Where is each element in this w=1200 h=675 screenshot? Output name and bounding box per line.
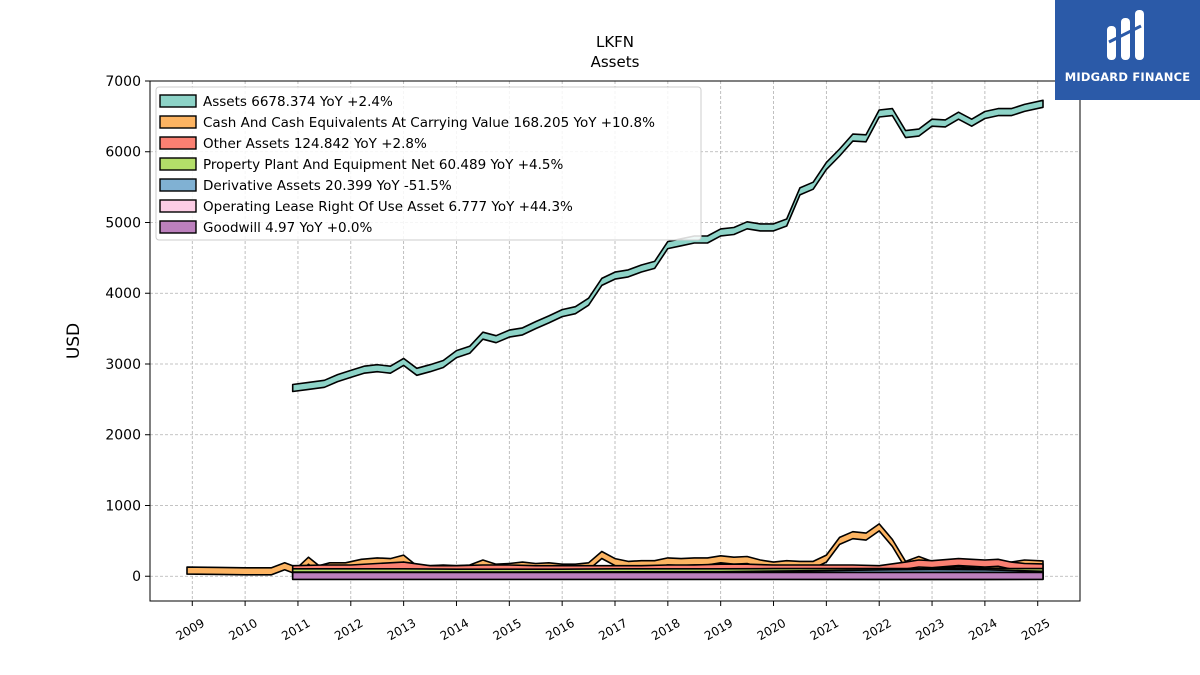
y-tick-label: 6000 <box>105 145 141 161</box>
legend-swatch <box>159 220 197 234</box>
x-tick-label: 2013 <box>385 616 418 643</box>
x-tick-label: 2023 <box>913 616 946 643</box>
legend-box <box>155 86 702 241</box>
x-tick-label: 2010 <box>226 616 259 643</box>
y-tick-label: 5000 <box>105 215 141 231</box>
legend-swatch <box>159 115 197 129</box>
y-tick-label: 7000 <box>105 74 141 90</box>
chart-title: LKFN <box>596 33 634 51</box>
brand-name: MIDGARD FINANCE <box>1064 70 1191 84</box>
x-tick-label: 2017 <box>596 616 629 643</box>
x-tick-label: 2014 <box>438 616 471 643</box>
legend-entry: Other Assets 124.842 YoY +2.8% <box>203 136 427 152</box>
x-tick-label: 2019 <box>702 616 735 643</box>
series-assets <box>291 99 1044 393</box>
chart-subtitle: Assets <box>591 53 640 71</box>
y-axis: 0 1000 2000 3000 4000 5000 6000 7000 <box>105 74 150 585</box>
legend-entry: Operating Lease Right Of Use Asset 6.777… <box>203 199 573 215</box>
legend: Assets 6678.374 YoY +2.4% Cash And Cash E… <box>155 86 702 241</box>
y-tick-label: 3000 <box>105 357 141 373</box>
x-tick-label: 2016 <box>543 616 576 643</box>
x-tick-label: 2012 <box>332 616 365 643</box>
brand-logo: MIDGARD FINANCE <box>1055 0 1200 100</box>
y-axis-label: USD <box>64 323 84 359</box>
legend-entry: Derivative Assets 20.399 YoY -51.5% <box>203 178 452 194</box>
brand-mark-icon <box>1107 10 1144 60</box>
x-tick-label: 2021 <box>808 616 841 643</box>
legend-entry: Property Plant And Equipment Net 60.489 … <box>203 157 563 173</box>
x-tick-label: 2018 <box>649 616 682 643</box>
x-tick-label: 2022 <box>860 616 893 643</box>
y-tick-label: 4000 <box>105 286 141 302</box>
legend-swatch <box>159 157 197 171</box>
series-areas <box>186 99 1044 581</box>
x-tick-label: 2015 <box>491 616 524 643</box>
legend-entry: Cash And Cash Equivalents At Carrying Va… <box>203 115 655 131</box>
x-tick-label: 2024 <box>966 616 999 643</box>
y-tick-label: 0 <box>132 569 141 585</box>
x-tick-label: 2011 <box>279 616 312 643</box>
x-axis: 2009 2010 2011 2012 2013 2014 2015 2016 2017 2018… <box>174 601 1052 643</box>
x-tick-label: 2009 <box>174 616 207 643</box>
series-goodwill <box>291 571 1044 581</box>
legend-entry: Goodwill 4.97 YoY +0.0% <box>203 220 373 236</box>
legend-entry: Assets 6678.374 YoY +2.4% <box>203 94 393 110</box>
x-tick-label: 2025 <box>1019 616 1052 643</box>
legend-swatch <box>159 94 197 108</box>
legend-swatch <box>159 178 197 192</box>
x-tick-label: 2020 <box>755 616 788 643</box>
legend-swatch <box>159 136 197 150</box>
y-tick-label: 1000 <box>105 498 141 514</box>
y-tick-label: 2000 <box>105 428 141 444</box>
legend-swatch <box>159 199 197 213</box>
